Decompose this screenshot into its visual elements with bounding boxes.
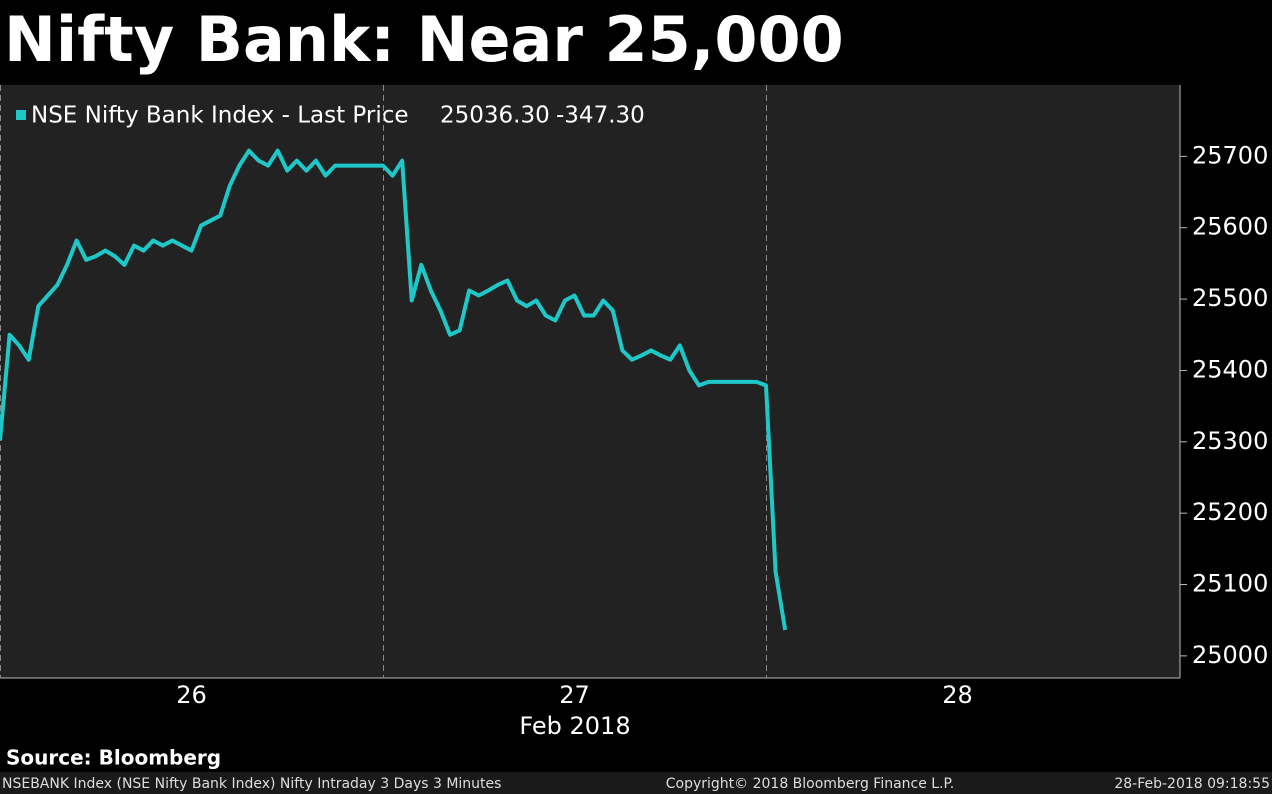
y-tick-label: 25300 — [1192, 427, 1268, 455]
chart-title: Nifty Bank: Near 25,000 — [4, 3, 844, 76]
x-tick-label: 27 — [559, 681, 590, 709]
plot-area — [0, 85, 1180, 678]
y-tick-label: 25000 — [1192, 641, 1268, 669]
footer-right: 28-Feb-2018 09:18:55 — [1114, 776, 1270, 792]
source: Source: Bloomberg — [6, 746, 221, 770]
x-tick-label: 26 — [176, 681, 207, 709]
footer-band — [0, 772, 1272, 794]
x-axis-label: Feb 2018 — [519, 712, 630, 740]
y-tick-label: 25600 — [1192, 213, 1268, 241]
legend-change: -347.30 — [556, 103, 645, 129]
y-tick-label: 25500 — [1192, 284, 1268, 312]
y-tick-label: 25400 — [1192, 355, 1268, 383]
y-tick-label: 25700 — [1192, 141, 1268, 169]
legend-last-price: 25036.30 — [440, 103, 550, 129]
y-tick-label: 25200 — [1192, 498, 1268, 526]
footer-center: Copyright© 2018 Bloomberg Finance L.P. — [666, 776, 955, 792]
price-line — [0, 148, 788, 631]
legend-label: NSE Nifty Bank Index - Last Price — [31, 103, 409, 129]
y-tick-label: 25100 — [1192, 570, 1268, 598]
x-tick-label: 28 — [942, 681, 973, 709]
legend-swatch — [16, 110, 26, 120]
footer-left: NSEBANK Index (NSE Nifty Bank Index) Nif… — [2, 776, 501, 792]
